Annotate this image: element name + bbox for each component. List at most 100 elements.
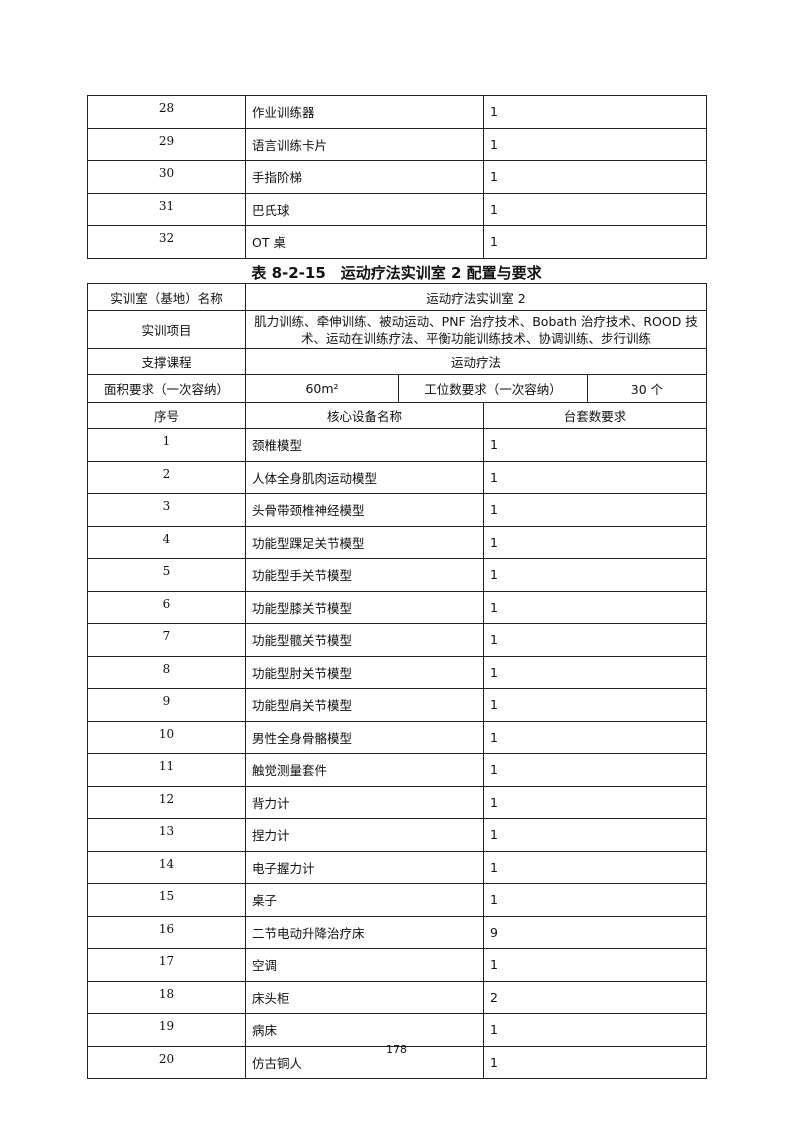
row-number: 17 xyxy=(87,948,246,982)
equipment-name: 空调 xyxy=(245,948,484,982)
equipment-name: 病床 xyxy=(245,1013,484,1047)
equipment-quantity: 1 xyxy=(483,127,707,161)
equipment-name: 功能型手关节模型 xyxy=(245,558,484,592)
equipment-name: 功能型肘关节模型 xyxy=(245,655,484,689)
room-name-row: 实训室（基地）名称 运动疗法实训室 2 xyxy=(87,283,707,311)
stations-label: 工位数要求（一次容纳） xyxy=(398,374,588,403)
table-row: 11 触觉测量套件 1 xyxy=(87,753,707,787)
equipment-quantity: 2 xyxy=(483,980,707,1014)
equipment-quantity: 1 xyxy=(483,493,707,527)
column-header-row: 序号 核心设备名称 台套数要求 xyxy=(87,402,707,429)
equipment-quantity: 1 xyxy=(483,623,707,657)
row-number: 32 xyxy=(87,225,246,259)
equipment-name: 桌子 xyxy=(245,883,484,917)
row-number: 28 xyxy=(87,95,246,129)
equipment-quantity: 1 xyxy=(483,558,707,592)
equipment-quantity: 1 xyxy=(483,850,707,884)
equipment-quantity: 1 xyxy=(483,225,707,259)
table-row: 1 颈椎模型 1 xyxy=(87,428,707,462)
row-number: 2 xyxy=(87,460,246,494)
room-name-value: 运动疗法实训室 2 xyxy=(245,283,707,311)
row-number: 19 xyxy=(87,1013,246,1047)
equipment-quantity: 1 xyxy=(483,785,707,819)
table-row: 10 男性全身骨骼模型 1 xyxy=(87,720,707,754)
equipment-name: 仿古铜人 xyxy=(245,1045,484,1079)
equipment-name: 颈椎模型 xyxy=(245,428,484,462)
equipment-name: 背力计 xyxy=(245,785,484,819)
row-number: 3 xyxy=(87,493,246,527)
row-number: 29 xyxy=(87,127,246,161)
equipment-name: 手指阶梯 xyxy=(245,160,484,194)
equipment-name: 电子握力计 xyxy=(245,850,484,884)
row-number: 13 xyxy=(87,818,246,852)
table-row: 9 功能型肩关节模型 1 xyxy=(87,688,707,722)
row-number: 18 xyxy=(87,980,246,1014)
table-row: 4 功能型踝足关节模型 1 xyxy=(87,525,707,559)
equipment-name: OT 桌 xyxy=(245,225,484,259)
area-label: 面积要求（一次容纳） xyxy=(87,374,246,403)
equipment-name: 床头柜 xyxy=(245,980,484,1014)
row-number: 1 xyxy=(87,428,246,462)
projects-row: 实训项目 肌力训练、牵伸训练、被动运动、PNF 治疗技术、Bobath 治疗技术… xyxy=(87,310,707,349)
equipment-quantity: 1 xyxy=(483,1013,707,1047)
equipment-quantity: 1 xyxy=(483,688,707,722)
course-label: 支撑课程 xyxy=(87,348,246,375)
room-name-label: 实训室（基地）名称 xyxy=(87,283,246,311)
row-number: 10 xyxy=(87,720,246,754)
row-number: 11 xyxy=(87,753,246,787)
area-row: 面积要求（一次容纳） 60m² 工位数要求（一次容纳） 30 个 xyxy=(87,374,707,403)
table-row: 20 仿古铜人 1 xyxy=(87,1045,707,1079)
row-number: 20 xyxy=(87,1045,246,1079)
equipment-name: 语言训练卡片 xyxy=(245,127,484,161)
table-row: 5 功能型手关节模型 1 xyxy=(87,558,707,592)
col-header-no: 序号 xyxy=(87,402,246,429)
equipment-quantity: 1 xyxy=(483,428,707,462)
course-row: 支撑课程 运动疗法 xyxy=(87,348,707,375)
row-number: 14 xyxy=(87,850,246,884)
equipment-name: 功能型膝关节模型 xyxy=(245,590,484,624)
equipment-name: 人体全身肌肉运动模型 xyxy=(245,460,484,494)
table-row: 18 床头柜 2 xyxy=(87,980,707,1014)
page-number: 178 xyxy=(386,1043,407,1056)
equipment-quantity: 1 xyxy=(483,720,707,754)
row-number: 31 xyxy=(87,192,246,226)
stations-value: 30 个 xyxy=(587,374,707,403)
col-header-qty: 台套数要求 xyxy=(483,402,707,429)
table-row: 19 病床 1 xyxy=(87,1013,707,1047)
course-value: 运动疗法 xyxy=(245,348,707,375)
row-number: 16 xyxy=(87,915,246,949)
equipment-name: 功能型髋关节模型 xyxy=(245,623,484,657)
equipment-name: 男性全身骨骼模型 xyxy=(245,720,484,754)
equipment-quantity: 1 xyxy=(483,818,707,852)
table-row: 31 巴氏球 1 xyxy=(87,192,707,226)
equipment-name: 二节电动升降治疗床 xyxy=(245,915,484,949)
row-number: 30 xyxy=(87,160,246,194)
equipment-name: 捏力计 xyxy=(245,818,484,852)
equipment-quantity: 1 xyxy=(483,948,707,982)
row-number: 9 xyxy=(87,688,246,722)
row-number: 12 xyxy=(87,785,246,819)
projects-value: 肌力训练、牵伸训练、被动运动、PNF 治疗技术、Bobath 治疗技术、ROOD… xyxy=(245,310,707,349)
row-number: 7 xyxy=(87,623,246,657)
equipment-config-table: 实训室（基地）名称 运动疗法实训室 2 实训项目 肌力训练、牵伸训练、被动运动、… xyxy=(87,283,707,1079)
table-row: 13 捏力计 1 xyxy=(87,818,707,852)
row-number: 6 xyxy=(87,590,246,624)
row-number: 8 xyxy=(87,655,246,689)
equipment-quantity: 1 xyxy=(483,160,707,194)
table-row: 12 背力计 1 xyxy=(87,785,707,819)
equipment-quantity: 1 xyxy=(483,655,707,689)
row-number: 5 xyxy=(87,558,246,592)
table-row: 15 桌子 1 xyxy=(87,883,707,917)
table-row: 7 功能型髋关节模型 1 xyxy=(87,623,707,657)
equipment-quantity: 1 xyxy=(483,590,707,624)
equipment-name: 巴氏球 xyxy=(245,192,484,226)
equipment-name: 功能型踝足关节模型 xyxy=(245,525,484,559)
table-row: 6 功能型膝关节模型 1 xyxy=(87,590,707,624)
table-caption: 表 8-2-15 运动疗法实训室 2 配置与要求 xyxy=(251,264,542,282)
table-row: 3 头骨带颈椎神经模型 1 xyxy=(87,493,707,527)
area-value: 60m² xyxy=(245,374,399,403)
table-row: 16 二节电动升降治疗床 9 xyxy=(87,915,707,949)
equipment-quantity: 1 xyxy=(483,460,707,494)
equipment-quantity: 1 xyxy=(483,753,707,787)
